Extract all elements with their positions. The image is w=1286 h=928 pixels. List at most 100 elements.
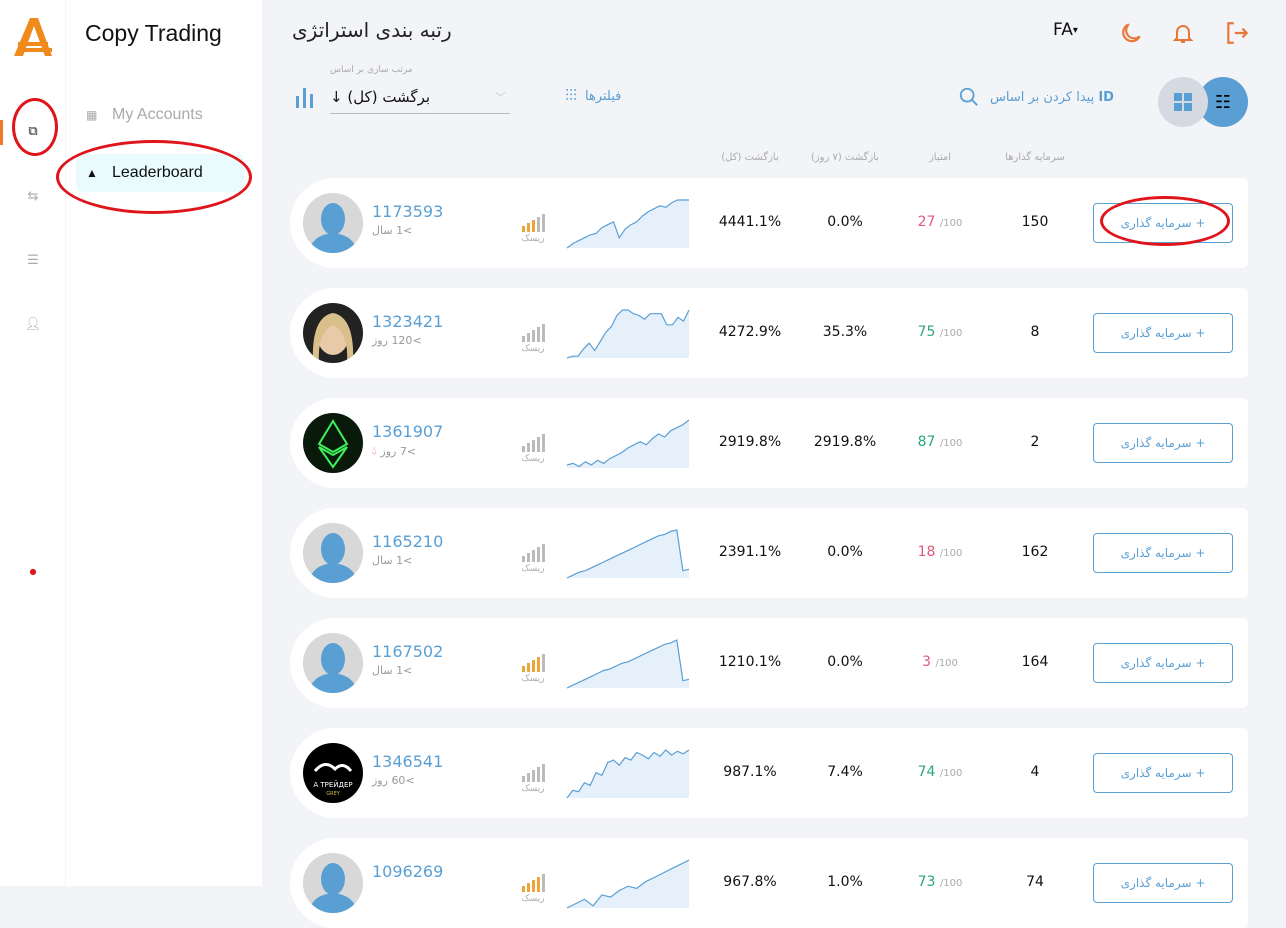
trader-row[interactable]: A TPEЙДЕР GREY 1346541 >60 روز ریسک 987.1…	[290, 728, 1248, 818]
sparkline-area	[567, 530, 689, 578]
risk-bar	[536, 217, 540, 232]
risk-bar	[526, 333, 530, 342]
return-7d: 0.0%	[827, 654, 863, 670]
score-suffix: /100	[935, 658, 958, 669]
column-header-score[interactable]: امتیاز	[928, 152, 952, 163]
trader-row[interactable]: 1167502 >1 سال ریسک 1210.1% 0.0% 3 /100 …	[290, 618, 1248, 708]
search-by-id[interactable]: ID پیدا کردن بر اساس	[958, 86, 1114, 108]
sidebar-item-my-accounts[interactable]: ▦ My Accounts	[76, 96, 244, 134]
trader-id[interactable]: 1167502	[372, 642, 444, 661]
trader-age: >1 سال	[372, 554, 412, 567]
invest-button[interactable]: + سرمایه گذاری	[1093, 643, 1233, 683]
risk-label: ریسک	[521, 564, 545, 574]
sort-icon	[296, 88, 313, 108]
avatar[interactable]	[303, 523, 363, 583]
trader-row[interactable]: 1165210 >1 سال ریسک 2391.1% 0.0% 18 /100…	[290, 508, 1248, 598]
avatar[interactable]	[303, 853, 363, 913]
return-total: 967.8%	[723, 874, 777, 890]
trader-age: >1 سال	[372, 224, 412, 237]
sparkline-line	[566, 419, 690, 468]
risk-bar	[541, 544, 545, 562]
alert-icon[interactable]: ●	[29, 566, 37, 576]
invest-button[interactable]: + سرمایه گذاری	[1093, 313, 1233, 353]
user-icon[interactable]: 👤︎	[24, 316, 42, 332]
risk-indicator: ریسک	[518, 764, 548, 794]
investors-count: 74	[1026, 874, 1044, 890]
risk-bar	[521, 556, 525, 562]
trader-row[interactable]: 1361907 💧︎ >7 روز ریسک 2919.8% 2919.8% 87…	[290, 398, 1248, 488]
chevron-down-icon: ﹀	[495, 90, 506, 104]
avatar[interactable]	[303, 303, 363, 363]
trader-id[interactable]: 1096269	[372, 862, 444, 881]
column-header-return-total[interactable]: بازگشت (کل)	[721, 152, 779, 163]
trader-age: >60 روز	[372, 774, 415, 787]
avatar[interactable]	[303, 193, 363, 253]
trader-row[interactable]: 1096269 ریسک 967.8% 1.0% 73 /100 74 + سر…	[290, 838, 1248, 928]
avatar[interactable]	[303, 413, 363, 473]
invest-button[interactable]: + سرمایه گذاری	[1093, 203, 1233, 243]
score: 75 /100	[918, 324, 963, 340]
trader-row[interactable]: 1173593 >1 سال ریسک 4441.1% 0.0% 27 /100…	[290, 178, 1248, 268]
trader-id[interactable]: 1361907	[372, 422, 444, 441]
language-select[interactable]: FA ▾	[1053, 20, 1078, 40]
age-text: >60 روز	[372, 774, 415, 787]
investors-count: 162	[1021, 544, 1049, 560]
trader-id[interactable]: 1173593	[372, 202, 444, 221]
score: 3 /100	[922, 654, 958, 670]
score-suffix: /100	[939, 218, 963, 229]
avatar[interactable]	[303, 633, 363, 693]
svg-text:GREY: GREY	[326, 791, 341, 797]
page-title: رتبه بندی استراتژی	[292, 18, 452, 42]
invest-label: + سرمایه گذاری	[1120, 656, 1206, 670]
risk-bar	[536, 547, 540, 562]
trader-row[interactable]: 1323421 >120 روز ریسک 4272.9% 35.3% 75 /…	[290, 288, 1248, 378]
invest-button[interactable]: + سرمایه گذاری	[1093, 863, 1233, 903]
bell-icon[interactable]	[1171, 20, 1195, 46]
performance-sparkline	[566, 309, 690, 359]
risk-bar	[526, 223, 530, 232]
filters-button[interactable]: ⫶⫶⫶ فیلترها	[565, 86, 621, 106]
moon-icon[interactable]	[1118, 20, 1144, 46]
sparkline-area	[567, 750, 689, 798]
transfer-icon[interactable]: ⇆	[27, 188, 39, 204]
invest-label: + سرمایه گذاری	[1120, 766, 1206, 780]
return-7d: 35.3%	[822, 324, 868, 340]
avatar[interactable]: A TPEЙДЕР GREY	[303, 743, 363, 803]
list-icon: ☷	[1214, 91, 1232, 113]
sparkline-line	[566, 529, 690, 579]
trader-id[interactable]: 1165210	[372, 532, 444, 551]
return-7d: 2919.8%	[813, 434, 877, 450]
invest-label: + سرمایه گذاری	[1120, 876, 1206, 890]
sidebar-item-leaderboard[interactable]: ▲ Leaderboard	[76, 154, 244, 192]
column-header-return-7d[interactable]: بازگشت (۷ روز)	[810, 152, 880, 163]
return-total: 4272.9%	[718, 324, 782, 340]
sparkline-line	[566, 309, 690, 359]
risk-bar	[536, 437, 540, 452]
column-header-investors[interactable]: سرمایه گذارها	[1005, 152, 1065, 163]
trader-age: >1 سال	[372, 664, 412, 677]
sparkline-line	[566, 199, 689, 249]
return-total: 2919.8%	[718, 434, 782, 450]
return-total: 1210.1%	[718, 654, 782, 670]
invest-button[interactable]: + سرمایه گذاری	[1093, 423, 1233, 463]
copy-trading-icon[interactable]: ⧉	[28, 123, 38, 139]
invest-button[interactable]: + سرمایه گذاری	[1093, 533, 1233, 573]
trader-age: 💧︎ >7 روز	[372, 444, 416, 458]
trader-id[interactable]: 1346541	[372, 752, 444, 771]
risk-bar	[541, 434, 545, 452]
logout-icon[interactable]	[1224, 20, 1250, 46]
sort-select[interactable]: ↓ برگشت (کل) ﹀	[330, 80, 510, 114]
invest-button[interactable]: + سرمایه گذاری	[1093, 753, 1233, 793]
list-icon[interactable]: ☰	[27, 252, 39, 268]
sort-value: ↓ برگشت (کل)	[330, 87, 431, 106]
risk-bar	[541, 874, 545, 892]
grid-view-toggle[interactable]	[1158, 77, 1208, 127]
performance-sparkline	[566, 639, 690, 689]
score: 87 /100	[918, 434, 963, 450]
fire-icon: 💧︎	[372, 444, 377, 457]
sparkline-line	[566, 639, 690, 689]
trader-id[interactable]: 1323421	[372, 312, 444, 331]
performance-sparkline	[566, 529, 690, 579]
risk-bar	[531, 550, 535, 562]
risk-indicator: ریسک	[518, 874, 548, 904]
